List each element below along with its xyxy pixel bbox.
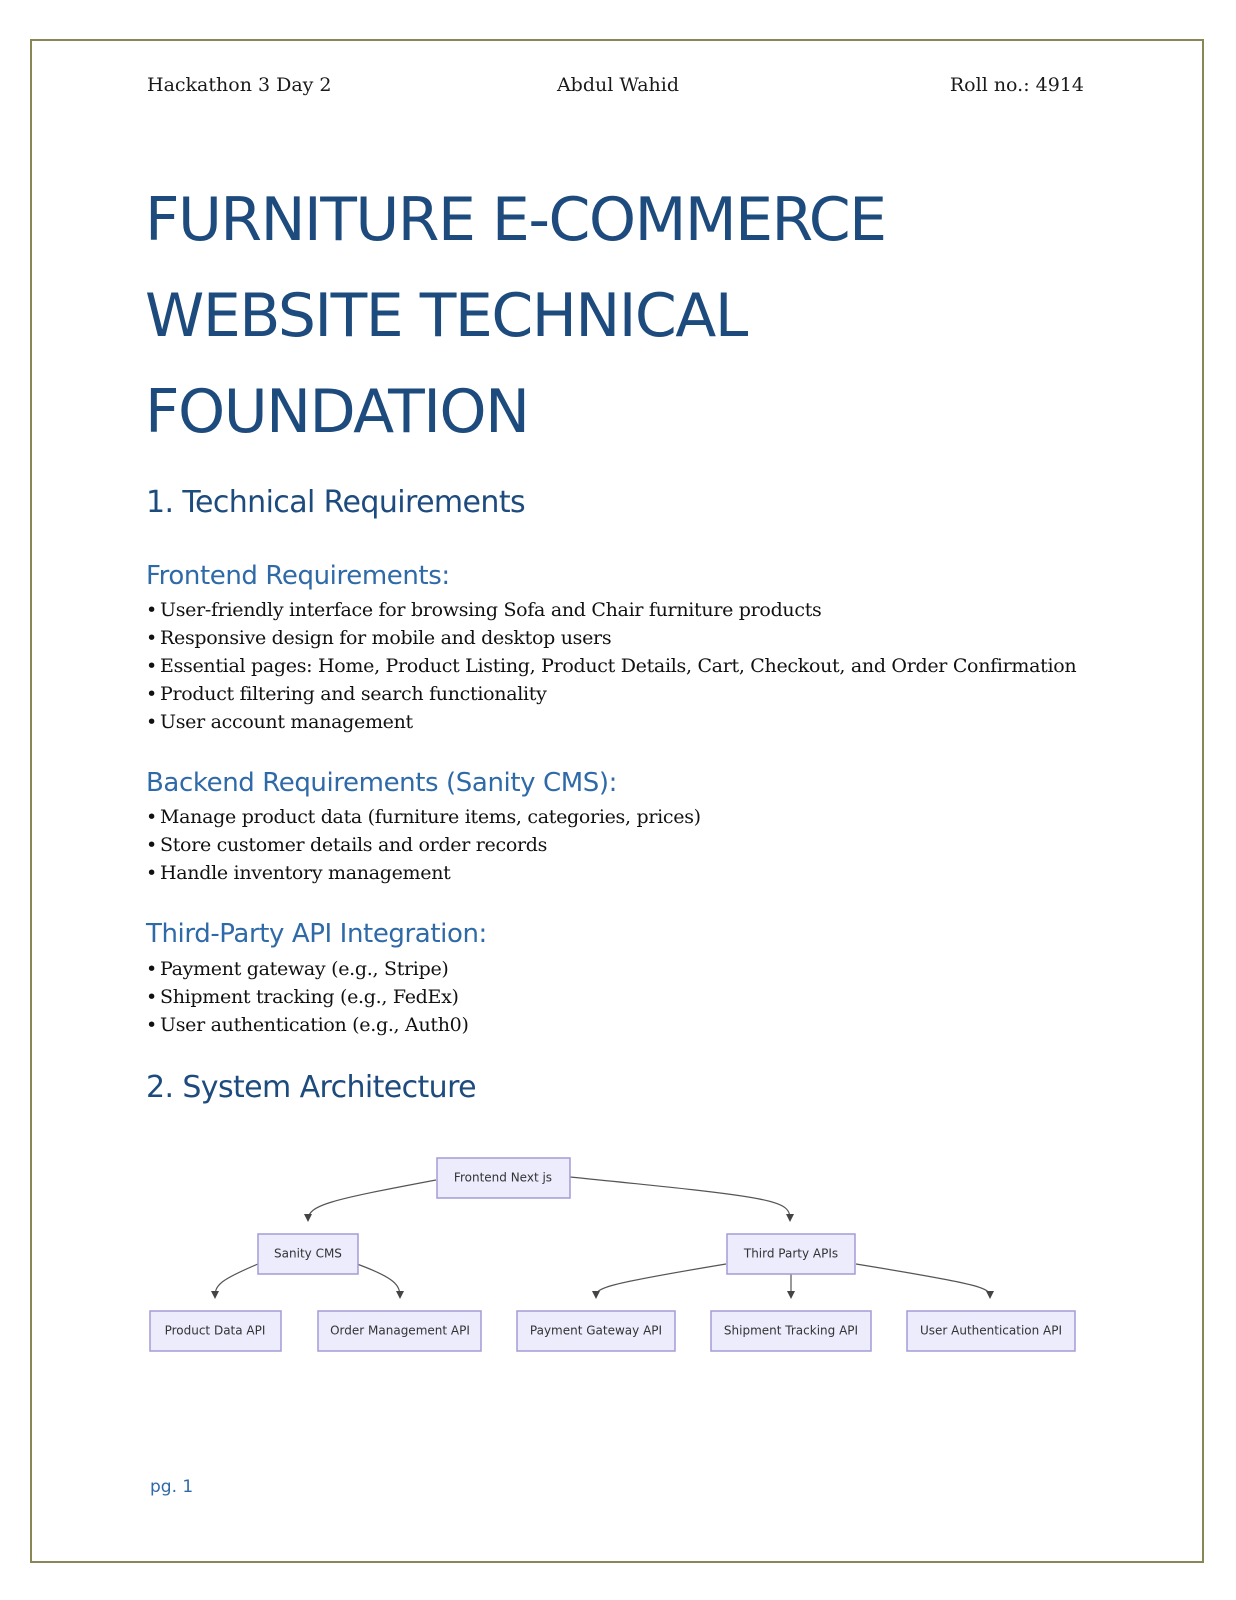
subheading-backend: Backend Requirements (Sanity CMS): bbox=[146, 768, 617, 798]
list-item: Shipment tracking (e.g., FedEx) bbox=[146, 983, 469, 1011]
page-border bbox=[30, 39, 1204, 1563]
list-item: Responsive design for mobile and desktop… bbox=[146, 624, 1076, 652]
header-left: Hackathon 3 Day 2 bbox=[147, 74, 332, 96]
list-item: Payment gateway (e.g., Stripe) bbox=[146, 955, 469, 983]
list-item: Manage product data (furniture items, ca… bbox=[146, 803, 701, 831]
document-title-line-2: WEBSITE TECHNICAL bbox=[145, 281, 748, 351]
page-number: pg. 1 bbox=[150, 1477, 194, 1497]
subheading-frontend: Frontend Requirements: bbox=[146, 561, 450, 591]
backend-list: Manage product data (furniture items, ca… bbox=[146, 803, 701, 887]
list-item: Essential pages: Home, Product Listing, … bbox=[146, 652, 1077, 680]
third-party-list: Payment gateway (e.g., Stripe) Shipment … bbox=[146, 955, 469, 1039]
document-title-line-3: FOUNDATION bbox=[145, 377, 530, 447]
list-item: Store customer details and order records bbox=[146, 831, 701, 859]
frontend-list: User-friendly interface for browsing Sof… bbox=[146, 596, 1077, 736]
list-item: Handle inventory management bbox=[146, 859, 701, 887]
list-item: User account management bbox=[146, 708, 1076, 736]
document-title-line-1: FURNITURE E-COMMERCE bbox=[145, 185, 887, 255]
header-roll-number: Roll no.: 4914 bbox=[949, 74, 1084, 96]
list-item: User authentication (e.g., Auth0) bbox=[146, 1011, 469, 1039]
list-item: Product filtering and search functionali… bbox=[146, 680, 1076, 708]
section-heading-technical-requirements: 1. Technical Requirements bbox=[146, 485, 526, 520]
section-heading-system-architecture: 2. System Architecture bbox=[146, 1070, 477, 1105]
header-author: Abdul Wahid bbox=[556, 74, 680, 96]
list-item: User-friendly interface for browsing Sof… bbox=[146, 596, 1076, 624]
subheading-third-party: Third-Party API Integration: bbox=[146, 919, 487, 949]
